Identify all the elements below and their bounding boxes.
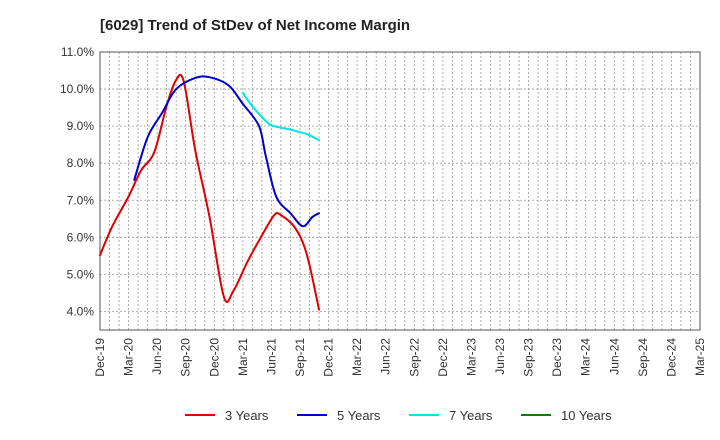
y-tick-label: 11.0% (61, 45, 94, 59)
x-tick-label: Mar-25 (693, 338, 707, 376)
legend: 3 Years 5 Years 7 Years 10 Years (185, 408, 612, 423)
legend-label: 7 Years (449, 408, 493, 423)
legend-item-3-years: 3 Years (185, 408, 269, 423)
y-axis-ticks: 4.0% 5.0% 6.0% 7.0% 8.0% 9.0% 10.0% 11.0% (60, 45, 94, 318)
plot-area (99, 51, 701, 331)
grid (100, 51, 700, 330)
y-tick-label: 7.0% (67, 193, 95, 207)
x-tick-label: Jun-23 (493, 338, 507, 375)
legend-label: 10 Years (561, 408, 612, 423)
x-tick-label: Jun-24 (607, 338, 621, 375)
x-tick-label: Dec-20 (207, 338, 221, 377)
x-tick-label: Sep-20 (179, 338, 193, 377)
series-line-5-years (133, 75, 321, 228)
x-tick-label: Sep-24 (636, 338, 650, 377)
x-tick-label: Mar-22 (350, 338, 364, 376)
legend-label: 5 Years (337, 408, 381, 423)
y-tick-label: 5.0% (67, 267, 95, 281)
x-tick-label: Dec-24 (664, 338, 678, 377)
chart-title: [6029] Trend of StDev of Net Income Marg… (100, 17, 410, 34)
legend-item-5-years: 5 Years (297, 408, 381, 423)
y-tick-label: 9.0% (67, 119, 95, 133)
legend-item-7-years: 7 Years (409, 408, 493, 423)
y-tick-label: 6.0% (67, 230, 95, 244)
x-axis-ticks: Dec-19 Mar-20 Jun-20 Sep-20 Dec-20 Mar-21 Jun-… (93, 338, 707, 377)
x-tick-label: Mar-24 (579, 338, 593, 376)
x-tick-label: Jun-22 (379, 338, 393, 375)
x-tick-label: Mar-20 (122, 338, 136, 376)
x-tick-label: Mar-23 (464, 338, 478, 376)
x-tick-label: Sep-23 (522, 338, 536, 377)
series-line-3-years (99, 73, 321, 311)
x-tick-label: Sep-22 (407, 338, 421, 377)
x-tick-label: Mar-21 (236, 338, 250, 376)
series-lines (99, 73, 321, 311)
x-tick-label: Dec-19 (93, 338, 107, 377)
x-tick-label: Dec-22 (436, 338, 450, 377)
x-tick-label: Dec-21 (322, 338, 336, 377)
x-tick-label: Dec-23 (550, 338, 564, 377)
x-tick-label: Jun-20 (150, 338, 164, 375)
y-tick-label: 8.0% (67, 156, 95, 170)
series-line-7-years (241, 91, 321, 142)
legend-item-10-years: 10 Years (521, 408, 612, 423)
x-tick-label: Sep-21 (293, 338, 307, 377)
legend-label: 3 Years (225, 408, 269, 423)
y-tick-label: 4.0% (67, 304, 95, 318)
y-tick-label: 10.0% (60, 82, 94, 96)
x-tick-label: Jun-21 (264, 338, 278, 375)
